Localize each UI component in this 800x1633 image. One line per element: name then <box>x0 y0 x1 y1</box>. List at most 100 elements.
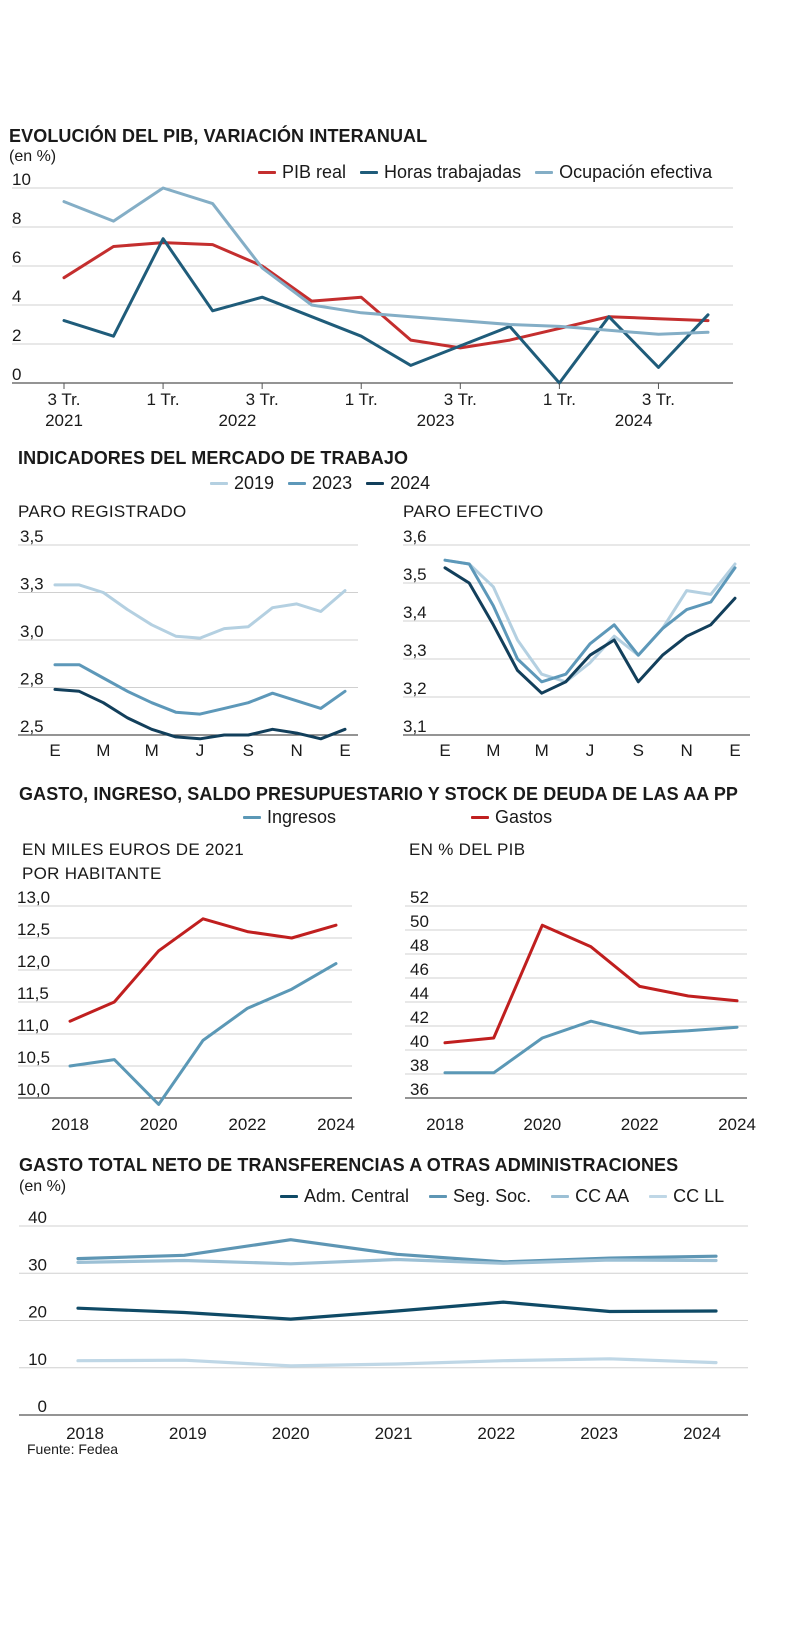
x-tick-label-year-2024: 2024 <box>615 411 653 430</box>
legend-swatch-seg-soc <box>429 1195 448 1198</box>
x-tick-label-year-2022: 2022 <box>218 411 256 430</box>
legend-label-2023: 2023 <box>312 473 353 493</box>
pib-pct-chart-title: EN % DEL PIB <box>409 840 526 859</box>
y-tick-label-11-5: 11,5 <box>17 984 49 1003</box>
y-tick-label-3-3: 3,3 <box>403 641 427 660</box>
series-line-cc-ll <box>76 1357 718 1368</box>
x-tick-label-4-s: S <box>243 741 254 760</box>
legend-label-ingresos: Ingresos <box>267 807 337 827</box>
x-tick-label-2020: 2020 <box>140 1115 178 1134</box>
x-tick-label-2018: 2018 <box>51 1115 89 1134</box>
legend-swatch-cc-ll <box>649 1195 668 1198</box>
y-tick-label-13-0: 13,0 <box>17 888 50 907</box>
series-line-2024 <box>53 687 347 741</box>
x-tick-label-6-e: E <box>339 741 350 760</box>
legend-swatch-horas-trabajadas <box>360 171 379 174</box>
y-tick-label-12-0: 12,0 <box>17 952 50 971</box>
legend-label-pib-real: PIB real <box>282 162 347 182</box>
y-tick-label-11-0: 11,0 <box>17 1016 49 1035</box>
x-tick-label-5-n: N <box>681 741 693 760</box>
legend-swatch-2024 <box>366 482 385 485</box>
y-tick-label-48: 48 <box>410 936 429 955</box>
y-tick-label-38: 38 <box>410 1056 429 1075</box>
series-line-2024 <box>443 566 737 695</box>
x-tick-label-2018: 2018 <box>426 1115 464 1134</box>
legend-swatch-pib-real <box>258 171 276 174</box>
x-tick-label-quarter-3: 3 Tr. <box>246 390 279 409</box>
x-tick-label-2024: 2024 <box>317 1115 355 1134</box>
x-tick-label-quarter-7: 1 Tr. <box>543 390 576 409</box>
net-spending-legend: Adm. Central Seg. Soc. CC AA CC LL <box>280 1186 724 1207</box>
legend-swatch-2019 <box>210 482 228 485</box>
y-tick-label-44: 44 <box>410 984 429 1003</box>
y-tick-label-42: 42 <box>410 1008 429 1027</box>
x-tick-label-0-e: E <box>439 741 450 760</box>
legend-item-pib-real: PIB real <box>258 162 346 183</box>
labour-market-legend: 2019 2023 2024 <box>210 473 430 494</box>
series-line-gastos <box>68 917 338 1023</box>
x-tick-label-2-m: M <box>145 741 159 760</box>
legend-swatch-gastos <box>471 816 490 819</box>
net-spending-chart: 0 10 20 30 40 2018 2019 2020 2021 2022 2023 2024 <box>19 1208 748 1443</box>
net-spending-unit: (en %) <box>19 1178 67 1195</box>
x-tick-label-2-m: M <box>535 741 549 760</box>
x-tick-label-2024: 2024 <box>718 1115 756 1134</box>
legend-label-horas-trabajadas: Horas trabajadas <box>384 162 522 182</box>
series-line-gastos <box>443 923 739 1045</box>
source-note: Fuente: Fedea <box>27 1441 119 1457</box>
y-tick-label-10-5: 10,5 <box>17 1048 50 1067</box>
y-tick-label-2: 2 <box>12 326 21 345</box>
y-tick-label-3-5: 3,5 <box>20 527 44 546</box>
y-tick-label-3-6: 3,6 <box>403 527 427 546</box>
y-tick-label-8: 8 <box>12 209 21 228</box>
x-tick-label-6-e: E <box>729 741 740 760</box>
series-line-ingresos <box>443 1019 739 1075</box>
x-tick-label-4-s: S <box>633 741 644 760</box>
y-tick-label-12-5: 12,5 <box>17 920 50 939</box>
x-tick-label-2020: 2020 <box>272 1424 310 1443</box>
legend-swatch-ocupacion-efectiva <box>535 171 554 174</box>
legend-item-2019: 2019 <box>210 473 274 494</box>
y-tick-label-40: 40 <box>410 1032 429 1051</box>
y-tick-label-0: 0 <box>38 1397 47 1416</box>
legend-swatch-2023 <box>288 482 307 485</box>
x-tick-label-5-n: N <box>291 741 303 760</box>
x-tick-label-year-2021: 2021 <box>45 411 83 430</box>
legend-item-2024: 2024 <box>366 473 430 494</box>
legend-label-cc-ll: CC LL <box>673 1186 725 1206</box>
legend-item-horas-trabajadas: Horas trabajadas <box>360 162 521 183</box>
legend-item-adm-central: Adm. Central <box>280 1186 409 1207</box>
y-tick-label-40: 40 <box>28 1208 47 1227</box>
legend-item-cc-aa: CC AA <box>551 1186 629 1207</box>
x-tick-label-2022: 2022 <box>621 1115 659 1134</box>
pib-line-chart: 0 2 4 6 8 10 3 Tr. 2021 1 Tr. 2022 3 Tr. 1 Tr. 2023 3… <box>12 170 733 430</box>
legend-item-seg-soc: Seg. Soc. <box>429 1186 531 1207</box>
y-tick-label-3-2: 3,2 <box>403 679 427 698</box>
pib-chart-legend: PIB real Horas trabajadas Ocupación efec… <box>258 162 712 183</box>
legend-item-cc-ll: CC LL <box>649 1186 724 1207</box>
labour-market-title: INDICADORES DEL MERCADO DE TRABAJO <box>18 448 409 468</box>
euros-chart-title-line2: POR HABITANTE <box>22 864 162 883</box>
x-tick-label-1-m: M <box>96 741 110 760</box>
y-tick-label-36: 36 <box>410 1080 429 1099</box>
x-tick-label-3-j: J <box>586 741 595 760</box>
x-tick-label-2021: 2021 <box>375 1424 413 1443</box>
y-tick-label-10: 10 <box>28 1350 47 1369</box>
budget-legend: Ingresos Gastos <box>243 807 552 828</box>
x-tick-label-2022: 2022 <box>477 1424 515 1443</box>
x-tick-label-2023: 2023 <box>580 1424 618 1443</box>
legend-label-ocupacion-efectiva: Ocupación efectiva <box>559 162 713 182</box>
legend-item-ingresos: Ingresos <box>243 807 336 828</box>
series-line-ingresos <box>68 962 338 1106</box>
series-line-2019 <box>443 558 737 684</box>
y-tick-label-6: 6 <box>12 248 21 267</box>
x-tick-label-2020: 2020 <box>523 1115 561 1134</box>
x-tick-label-2019: 2019 <box>169 1424 207 1443</box>
paro-efectivo-chart: 3,1 3,2 3,3 3,4 3,5 3,6 E M M J S N E <box>403 527 750 760</box>
y-tick-label-2-5: 2,5 <box>20 717 44 736</box>
series-line-seg-soc <box>76 1238 718 1264</box>
x-tick-label-year-2023: 2023 <box>417 411 455 430</box>
x-tick-label-quarter-4: 1 Tr. <box>345 390 378 409</box>
pib-chart-unit: (en %) <box>9 148 57 165</box>
y-tick-label-20: 20 <box>28 1303 47 1322</box>
